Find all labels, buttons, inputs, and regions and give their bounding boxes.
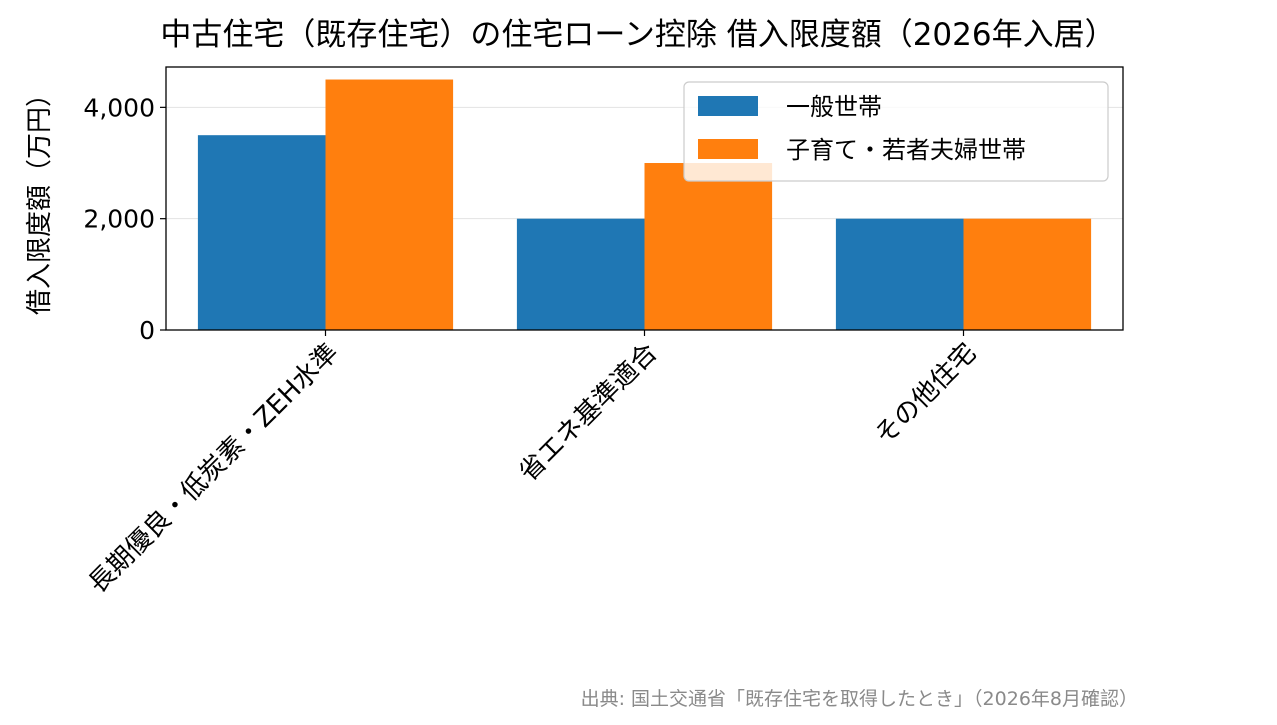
- bar-family-0: [325, 79, 454, 331]
- bar-general-1: [516, 218, 645, 330]
- legend-swatch: [698, 139, 758, 159]
- y-axis: 0 2,000 4,000: [83, 93, 166, 345]
- legend-swatch: [698, 96, 758, 116]
- legend-box: [683, 81, 1109, 182]
- bar-family-1: [644, 163, 773, 330]
- bar-general-2: [835, 218, 964, 330]
- y-tick-label: 2,000: [83, 205, 155, 234]
- x-tick-label: 長期優良・低炭素・ZEH水準: [83, 338, 344, 599]
- y-tick-label: 0: [139, 316, 155, 345]
- bar-general-0: [197, 135, 326, 330]
- bar-group: [197, 79, 1092, 331]
- x-axis: 長期優良・低炭素・ZEH水準 省エネ基準適合 その他住宅: [83, 330, 982, 599]
- x-tick-label: 省エネ基準適合: [514, 338, 664, 488]
- legend-label: 一般世帯: [786, 93, 882, 121]
- y-axis-label: 借入限度額（万円）: [25, 81, 55, 315]
- legend-label: 子育て・若者夫婦世帯: [786, 136, 1026, 164]
- y-tick-label: 4,000: [83, 93, 155, 122]
- chart-title: 中古住宅（既存住宅）の住宅ローン控除 借入限度額（2026年入居）: [160, 17, 1115, 53]
- bar-family-2: [963, 218, 1092, 330]
- x-tick-label: その他住宅: [869, 338, 982, 451]
- source-note: 出典: 国土交通省「既存住宅を取得したとき」（2026年8月確認）: [581, 688, 1138, 710]
